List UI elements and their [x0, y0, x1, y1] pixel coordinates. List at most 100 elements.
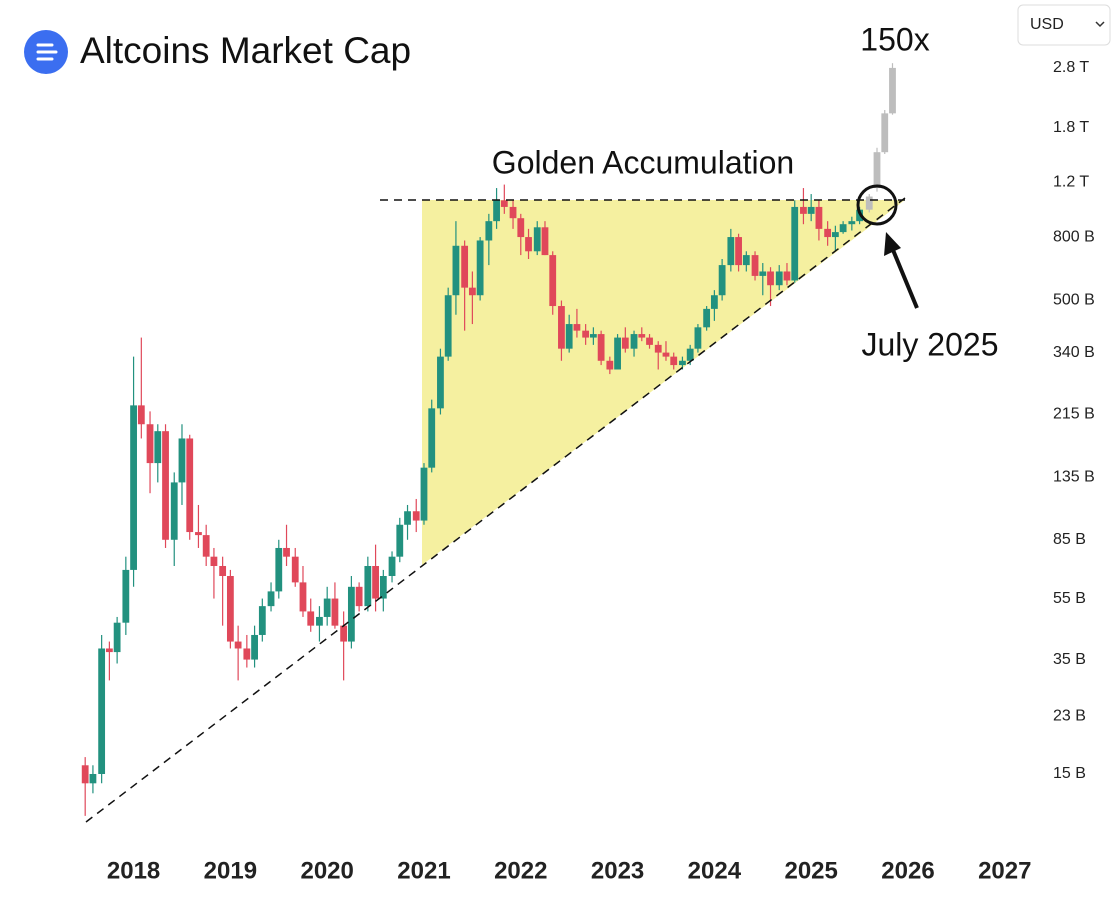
y-tick-label: 500 B	[1053, 292, 1095, 309]
candle-body	[606, 360, 614, 370]
x-tick-label: 2021	[397, 857, 450, 884]
x-tick-label: 2027	[978, 857, 1031, 884]
candle-body	[775, 271, 783, 286]
currency-select[interactable]	[1017, 4, 1111, 46]
y-tick-label: 35 B	[1053, 651, 1086, 668]
candle-body	[137, 405, 145, 425]
candle-body	[283, 547, 290, 557]
accumulation-zone	[422, 200, 905, 565]
candle-body	[420, 467, 428, 521]
candle-body	[219, 565, 227, 577]
candle-body	[388, 556, 396, 577]
candle-body	[815, 206, 823, 229]
candle-body	[751, 255, 759, 276]
x-tick-label: 2018	[107, 857, 160, 884]
candle-body	[742, 255, 750, 266]
date-label: July 2025	[862, 326, 999, 362]
candle-body	[291, 556, 299, 583]
candle-body	[873, 152, 881, 189]
candle-body	[372, 565, 379, 599]
y-tick-label: 215 B	[1053, 406, 1095, 423]
support-line	[85, 197, 906, 823]
candle-body	[735, 237, 742, 266]
y-tick-label: 800 B	[1053, 228, 1095, 245]
arrow-head	[884, 232, 901, 256]
candle-body	[831, 232, 839, 238]
candle-body	[573, 324, 581, 331]
candle-body	[767, 271, 774, 286]
candle-body	[533, 227, 541, 252]
y-tick-label: 1.2 T	[1053, 174, 1089, 191]
candle-body	[243, 648, 251, 660]
candle-body	[234, 641, 242, 649]
candle-body	[630, 334, 638, 349]
x-tick-label: 2024	[688, 857, 742, 884]
candle-body	[621, 337, 629, 349]
candle-body	[509, 206, 517, 219]
candle-body	[783, 271, 791, 281]
candle-body	[476, 240, 484, 296]
candle-body	[444, 295, 452, 357]
y-tick-label: 55 B	[1053, 590, 1086, 607]
candle-body	[299, 582, 307, 612]
candle-body	[727, 237, 735, 266]
candle-body	[307, 611, 315, 626]
candle-body	[122, 569, 130, 623]
logo-glyph	[36, 43, 58, 61]
candle-body	[800, 206, 807, 214]
pattern-label: Golden Accumulation	[492, 144, 794, 180]
chevron	[1095, 21, 1105, 28]
arrow-shaft	[891, 249, 919, 309]
candle-body	[437, 356, 444, 409]
candle-body	[703, 308, 711, 328]
candle-body	[170, 482, 178, 540]
candle-body	[186, 438, 194, 533]
candle-body	[428, 408, 436, 468]
candle-body	[251, 634, 258, 660]
candle-body	[839, 224, 847, 233]
candle-body	[202, 535, 210, 557]
y-tick-label: 135 B	[1053, 469, 1095, 486]
candle-body	[759, 271, 767, 276]
x-tick-label: 2026	[881, 857, 934, 884]
candle-body	[824, 228, 832, 238]
candle-body	[323, 598, 331, 617]
candle-body	[316, 616, 323, 626]
chart-title: Altcoins Market Cap	[80, 30, 411, 71]
candle-body	[646, 337, 653, 345]
x-tick-label: 2019	[204, 857, 257, 884]
candle-body	[267, 591, 275, 607]
candle-body	[81, 765, 89, 784]
y-tick-label: 15 B	[1053, 765, 1086, 782]
candle-body	[597, 334, 605, 361]
candle-body	[146, 424, 154, 464]
candle-body	[654, 344, 662, 353]
candle-body	[889, 67, 896, 114]
candle-body	[558, 306, 565, 349]
candle-body	[258, 606, 266, 635]
candle-body	[662, 352, 670, 357]
candle-body	[396, 524, 404, 557]
candle-body	[468, 287, 476, 296]
target-label: 150x	[860, 21, 929, 57]
highlight-circle	[856, 184, 898, 226]
candle-body	[517, 218, 525, 238]
x-tick-label: 2025	[784, 857, 837, 884]
candle-body	[791, 206, 799, 281]
candle-body	[589, 334, 597, 338]
candle-body	[865, 196, 873, 210]
candle-body	[162, 431, 169, 540]
candle-body	[226, 576, 234, 642]
candle-body	[195, 532, 202, 536]
candle-body	[347, 586, 355, 642]
candle-body	[485, 221, 493, 241]
candle-body	[881, 113, 889, 153]
candle-body	[686, 348, 694, 361]
candle-body	[340, 625, 348, 642]
candle-body	[500, 200, 508, 207]
candle-body	[404, 511, 411, 525]
candle-body	[638, 334, 646, 338]
candle-body	[113, 622, 121, 653]
candle-body	[178, 438, 186, 483]
